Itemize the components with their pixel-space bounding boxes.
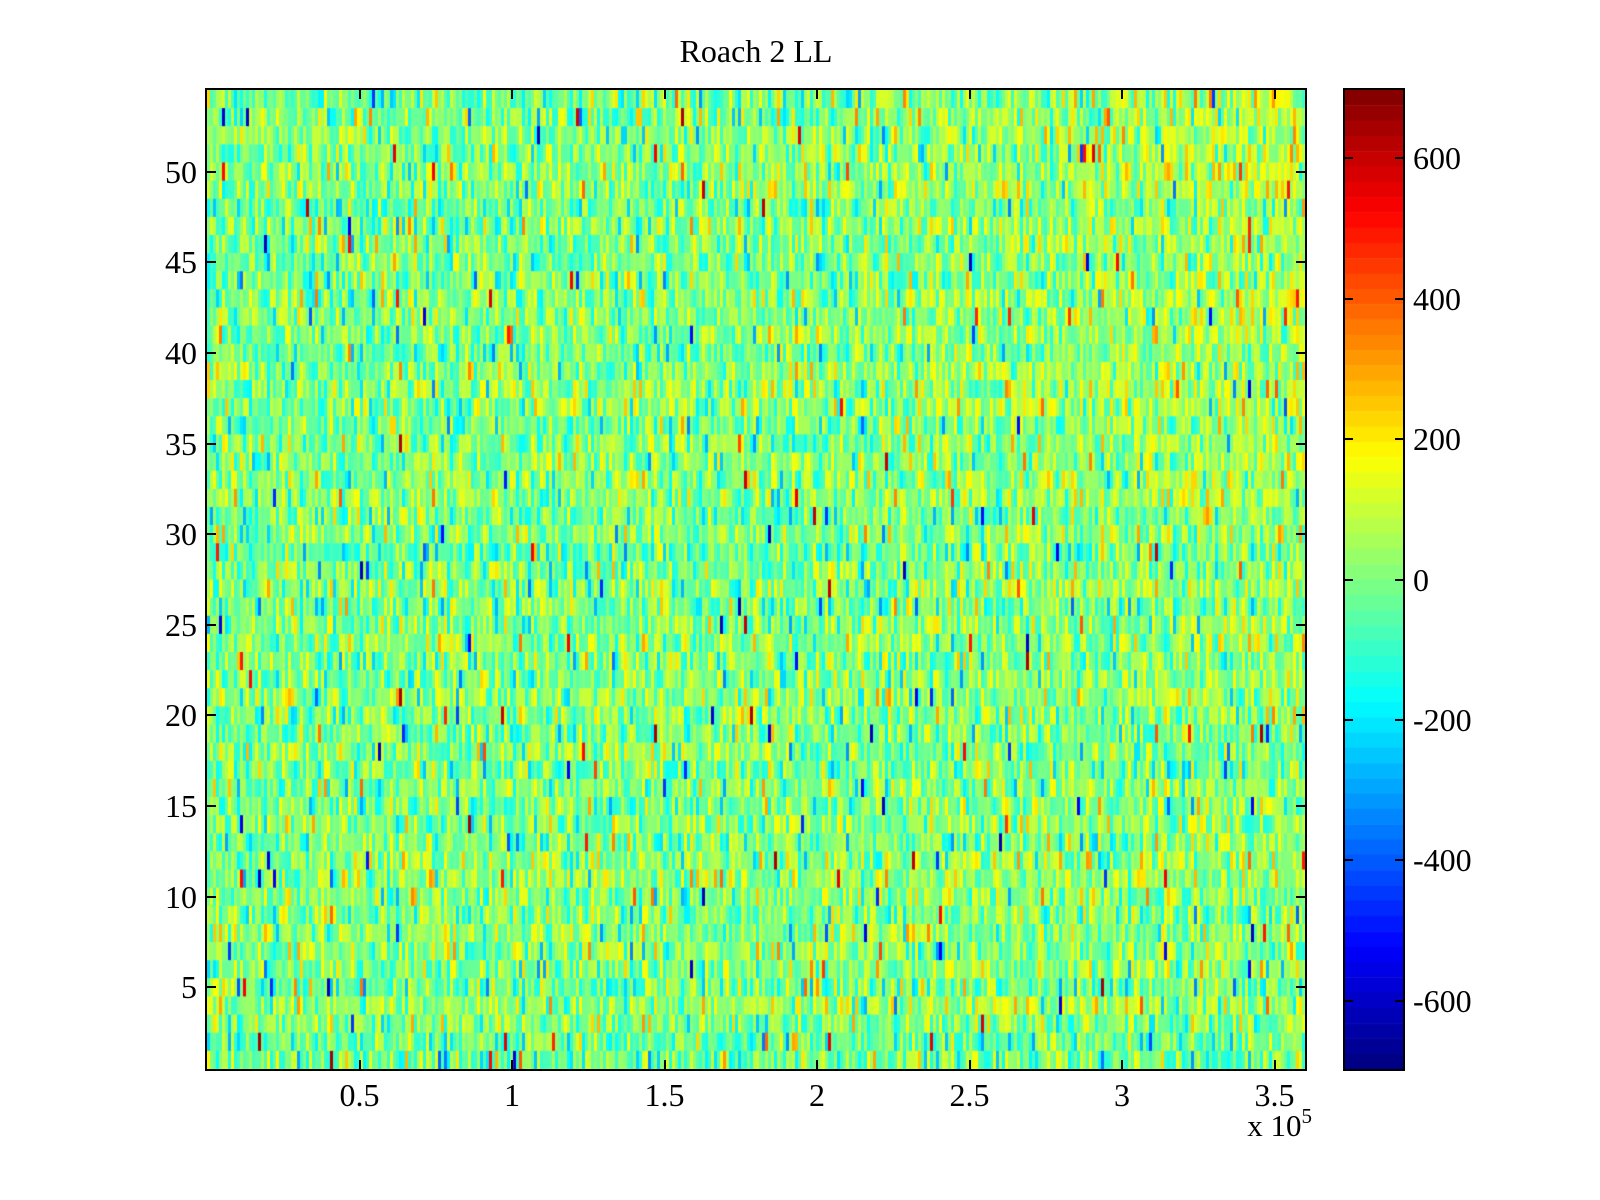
y-tick-label: 10	[165, 878, 197, 915]
y-tick-label: 30	[165, 516, 197, 553]
x-tick-mark	[511, 1060, 513, 1069]
x-tick-mark	[968, 1060, 971, 1069]
colorbar-tick-mark-right	[1395, 859, 1403, 862]
y-tick-label: 15	[165, 788, 197, 825]
x-tick-label: 3.5	[1254, 1077, 1295, 1113]
y-tick-mark	[207, 714, 216, 717]
colorbar-tick-mark-right	[1395, 438, 1403, 441]
colorbar-tick-label: 600	[1413, 140, 1461, 177]
y-tick-mark	[207, 623, 216, 626]
y-tick-mark-right	[1296, 533, 1305, 536]
colorbar-tick-label: 0	[1413, 561, 1429, 598]
colorbar-tick-label: 200	[1413, 421, 1461, 458]
heatmap-image	[207, 90, 1305, 1069]
colorbar-tick-label: -200	[1413, 701, 1472, 738]
colorbar-tick-mark-right	[1395, 718, 1403, 721]
y-tick-mark-right	[1296, 623, 1305, 626]
y-tick-mark	[207, 895, 216, 898]
x-tick-label: 2	[809, 1077, 825, 1113]
colorbar-tick-mark-left	[1345, 718, 1353, 721]
y-tick-mark-right	[1296, 442, 1305, 445]
x-tick-mark	[1121, 1060, 1123, 1069]
y-tick-mark	[207, 805, 216, 808]
y-tick-mark-right	[1296, 805, 1305, 808]
colorbar-tick-label: -600	[1413, 982, 1472, 1019]
y-tick-label: 5	[181, 969, 197, 1006]
x-axis-offset-exponent: 5	[1301, 1104, 1313, 1128]
y-tick-label: 50	[165, 153, 197, 190]
colorbar-image	[1345, 90, 1403, 1069]
y-tick-mark-right	[1296, 170, 1305, 173]
x-tick-mark	[1273, 1060, 1276, 1069]
x-tick-mark-top	[968, 90, 971, 99]
y-tick-mark-right	[1296, 986, 1305, 989]
y-tick-mark	[207, 442, 216, 445]
colorbar-tick-label: 400	[1413, 280, 1461, 317]
x-axis-offset-text: x 10	[1247, 1108, 1302, 1143]
y-tick-mark-right	[1296, 714, 1305, 717]
x-tick-label: 3	[1114, 1077, 1130, 1113]
x-tick-mark-top	[1121, 90, 1123, 99]
colorbar-tick-mark-left	[1345, 578, 1353, 581]
y-tick-label: 45	[165, 244, 197, 281]
x-tick-label: 0.5	[339, 1077, 380, 1113]
x-tick-mark	[663, 1060, 666, 1069]
plot-title: Roach 2 LL	[679, 33, 833, 69]
x-tick-mark	[816, 1060, 818, 1069]
x-tick-mark-top	[1273, 90, 1276, 99]
x-tick-label: 1.5	[644, 1077, 685, 1113]
x-tick-mark-top	[663, 90, 666, 99]
y-tick-mark	[207, 170, 216, 173]
x-axis-exponent-label: x 105	[1212, 1106, 1312, 1144]
colorbar-tick-mark-right	[1395, 578, 1403, 581]
x-tick-label: 1	[504, 1077, 520, 1113]
y-tick-mark	[207, 351, 216, 354]
y-tick-label: 40	[165, 334, 197, 371]
x-tick-mark-top	[816, 90, 818, 99]
y-tick-mark-right	[1296, 895, 1305, 898]
colorbar-tick-mark-right	[1395, 999, 1403, 1002]
colorbar-tick-mark-left	[1345, 297, 1353, 300]
y-tick-mark	[207, 986, 216, 989]
y-tick-label: 20	[165, 697, 197, 734]
colorbar-tick-mark-left	[1345, 999, 1353, 1002]
y-tick-mark-right	[1296, 261, 1305, 264]
y-tick-mark	[207, 261, 216, 264]
y-tick-label: 35	[165, 425, 197, 462]
colorbar-tick-mark-left	[1345, 157, 1353, 160]
x-tick-mark-top	[511, 90, 513, 99]
heatmap-axes	[205, 88, 1307, 1071]
colorbar-tick-label: -400	[1413, 842, 1472, 879]
colorbar	[1343, 88, 1405, 1071]
colorbar-tick-mark-right	[1395, 297, 1403, 300]
x-tick-mark-top	[358, 90, 361, 99]
colorbar-tick-mark-right	[1395, 157, 1403, 160]
y-tick-mark-right	[1296, 351, 1305, 354]
colorbar-tick-mark-left	[1345, 859, 1353, 862]
x-tick-mark	[358, 1060, 361, 1069]
y-tick-label: 25	[165, 606, 197, 643]
colorbar-tick-mark-left	[1345, 438, 1353, 441]
x-tick-label: 2.5	[949, 1077, 990, 1113]
y-tick-mark	[207, 533, 216, 536]
